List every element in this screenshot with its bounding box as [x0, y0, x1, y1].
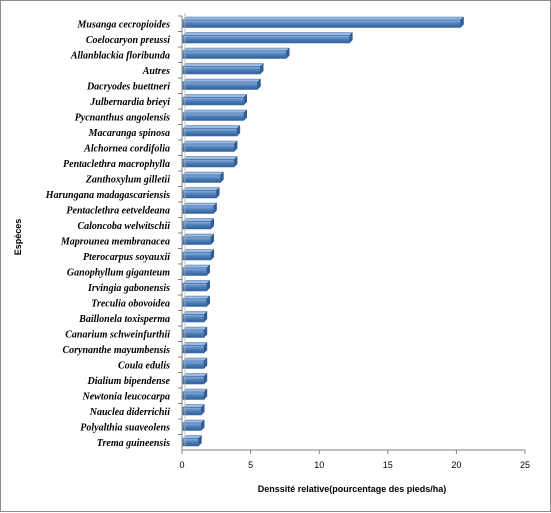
bar: [182, 264, 211, 277]
x-tick-label: 20: [451, 460, 461, 470]
category-label: Newtonia leucocarpa: [82, 391, 171, 402]
category-label: Baillonela toxisperma: [78, 314, 170, 325]
bar: [182, 279, 211, 292]
bar: [182, 248, 215, 261]
category-label: Canarium schweinfurthii: [65, 329, 170, 340]
x-tick-label: 15: [383, 460, 393, 470]
category-label: Trema guineensis: [97, 438, 170, 449]
x-tick-label: 25: [520, 460, 530, 470]
x-tick-label: 10: [314, 460, 324, 470]
bar: [182, 403, 205, 416]
category-labels: Musanga cecropioides Coelocaryon preussi A…: [45, 19, 171, 449]
bar: [182, 124, 241, 137]
bar: [182, 233, 215, 246]
bar: [182, 434, 203, 447]
category-label: Dacryodes buettneri: [86, 81, 170, 92]
bar: [182, 62, 264, 75]
category-label: Allanblackia floribunda: [70, 50, 170, 61]
bar: [182, 109, 248, 122]
category-label: Ganophyllum giganteum: [67, 267, 170, 278]
bar: [182, 217, 215, 230]
category-label: Pycnanthus angolensis: [75, 112, 170, 123]
bar: [182, 78, 262, 91]
category-label: Corynanthe mayumbensis: [62, 345, 170, 356]
category-label: Musanga cecropioides: [77, 19, 171, 30]
bar: [182, 326, 208, 339]
bar: [182, 16, 465, 29]
bar: [182, 357, 208, 370]
x-axis-title: Denssité relative(pourcentage des pieds/…: [258, 484, 447, 494]
x-tick-label: 5: [248, 460, 253, 470]
category-label: Maprounea membranacea: [60, 236, 170, 247]
bar: [182, 202, 218, 215]
category-label: Coula edulis: [118, 360, 170, 371]
category-label: Pentaclethra macrophylla: [63, 159, 170, 170]
category-label: Treculia obovoidea: [91, 298, 170, 309]
bar: [182, 341, 208, 354]
bar: [182, 47, 290, 60]
category-label: Dialium bipendense: [86, 376, 170, 387]
category-label: Pterocarpus soyauxii: [83, 252, 170, 263]
bar: [182, 171, 225, 184]
bar: [182, 140, 238, 153]
category-label: Coelocaryon preussi: [86, 35, 170, 46]
bar: [182, 186, 220, 199]
bar: [182, 372, 208, 385]
y-axis-title: Espèces: [13, 219, 23, 256]
bar: [182, 31, 353, 44]
category-label: Caloncoba welwitschii: [77, 221, 170, 232]
bar: [182, 155, 238, 168]
bar: [182, 419, 205, 432]
bar: [182, 295, 211, 308]
axes: 0 5 10 15 20 25: [178, 13, 530, 470]
category-label: Zanthoxylum gilletii: [85, 174, 170, 185]
category-label: Julbernardia brieyi: [89, 97, 170, 108]
bar: [182, 93, 248, 106]
bars-layer: [182, 16, 465, 447]
bar: [182, 388, 208, 401]
category-label: Macaranga spinosa: [88, 128, 170, 139]
category-label: Alchornea cordifolia: [83, 143, 170, 154]
x-tick-label: 0: [179, 460, 184, 470]
category-label: Autres: [142, 66, 170, 77]
category-label: Pentaclethra eetveldeana: [66, 205, 170, 216]
category-label: Polyalthia suaveolens: [80, 422, 170, 433]
category-label: Irvingia gabonensis: [87, 283, 170, 294]
bar: [182, 310, 208, 323]
category-label: Harungana madagascariensis: [45, 190, 170, 201]
category-label: Nauclea diderrichii: [89, 407, 170, 418]
